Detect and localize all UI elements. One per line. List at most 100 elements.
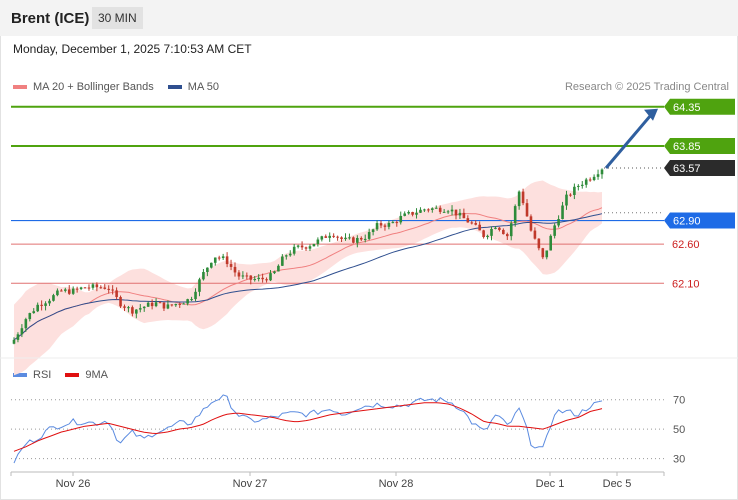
candle-body bbox=[470, 222, 474, 224]
candle-body bbox=[411, 211, 414, 215]
candle-body bbox=[423, 209, 426, 211]
candle-body bbox=[588, 179, 592, 181]
target-arrow bbox=[604, 112, 654, 169]
instrument-title: Brent (ICE) bbox=[11, 10, 90, 27]
bollinger-band bbox=[14, 180, 602, 376]
rsi-legend-label: RSI bbox=[33, 369, 52, 381]
rsi-tick-50: 50 bbox=[673, 424, 685, 436]
candle-body bbox=[182, 303, 185, 305]
candle-body bbox=[383, 225, 387, 227]
candle-body bbox=[304, 247, 308, 249]
candle-body bbox=[352, 237, 355, 243]
candle-body bbox=[348, 237, 351, 239]
candle-body bbox=[221, 256, 225, 258]
candle-body bbox=[344, 237, 347, 240]
candle-body bbox=[119, 297, 122, 307]
candle-body bbox=[498, 227, 501, 230]
candle-body bbox=[269, 273, 272, 281]
ma20-swatch bbox=[13, 85, 27, 89]
candle-body bbox=[434, 207, 438, 209]
candle-body bbox=[142, 306, 146, 309]
candle-body bbox=[71, 288, 75, 294]
rsi-ma-legend-label: 9MA bbox=[85, 369, 108, 381]
rsi-swatch bbox=[13, 373, 27, 377]
candle-body bbox=[277, 265, 280, 272]
candle-body bbox=[419, 209, 422, 213]
candle-body bbox=[190, 299, 193, 301]
candle-body bbox=[312, 243, 316, 247]
candle-body bbox=[316, 239, 320, 244]
ma20-line bbox=[13, 207, 603, 341]
candle-body bbox=[107, 288, 111, 290]
candle-body bbox=[596, 174, 600, 177]
candle-body bbox=[198, 279, 201, 292]
ma50-swatch bbox=[167, 85, 182, 89]
candle-body bbox=[206, 267, 209, 272]
candle-body bbox=[154, 302, 158, 307]
candle-body bbox=[249, 275, 253, 280]
candle-body bbox=[178, 303, 182, 305]
level-tag-63.57 bbox=[664, 159, 735, 176]
candle-body bbox=[557, 219, 560, 226]
candle-body bbox=[324, 236, 328, 238]
candle-body bbox=[162, 302, 166, 309]
candle-body bbox=[592, 176, 596, 181]
candle-body bbox=[83, 287, 87, 289]
candle-body bbox=[138, 308, 142, 310]
candle-body bbox=[213, 257, 217, 263]
candle-body bbox=[399, 215, 403, 223]
candle-body bbox=[391, 222, 395, 224]
candle-body bbox=[320, 236, 324, 240]
level-label-63.57: 63.57 bbox=[673, 163, 701, 175]
candle-body bbox=[474, 223, 478, 225]
level-label-64.35: 64.35 bbox=[673, 102, 701, 114]
candle-body bbox=[202, 271, 205, 280]
candle-body bbox=[340, 237, 343, 240]
candle-body bbox=[241, 275, 245, 277]
candle-body bbox=[577, 185, 580, 187]
x-tick-label: Dec 5 bbox=[603, 478, 632, 490]
candle-body bbox=[174, 303, 178, 306]
candle-body bbox=[545, 250, 549, 258]
candle-body bbox=[427, 209, 430, 211]
target-arrow-head bbox=[644, 108, 658, 121]
candle-body bbox=[67, 289, 71, 294]
candle-body bbox=[478, 224, 481, 231]
candle-body bbox=[99, 287, 103, 289]
price-legend: MA 20 + Bollinger Bands MA 50 bbox=[13, 81, 219, 93]
candle-body bbox=[573, 186, 576, 195]
candle-body bbox=[525, 203, 529, 217]
candle-body bbox=[553, 225, 556, 236]
level-label-63.85: 63.85 bbox=[673, 141, 701, 153]
datetime-stamp: Monday, December 1, 2025 7:10:53 AM CET bbox=[13, 42, 252, 56]
candle-body bbox=[494, 227, 497, 229]
candle-body bbox=[537, 238, 541, 249]
x-tick-label: Nov 28 bbox=[379, 478, 414, 490]
candle-body bbox=[438, 207, 442, 212]
level-tag-62.90 bbox=[664, 212, 735, 229]
candle-body bbox=[431, 208, 434, 210]
candle-body bbox=[265, 279, 268, 281]
candle-body bbox=[403, 213, 406, 216]
candle-body bbox=[217, 257, 221, 259]
candle-body bbox=[123, 306, 126, 308]
level-label-62.10: 62.10 bbox=[672, 278, 700, 290]
candle-body bbox=[458, 212, 462, 216]
timeframe-badge[interactable]: 30 MIN bbox=[92, 7, 143, 29]
candle-body bbox=[20, 328, 24, 335]
level-tag-64.35 bbox=[664, 98, 735, 115]
candle-body bbox=[253, 279, 257, 281]
candle-body bbox=[533, 230, 537, 239]
candle-body bbox=[245, 275, 249, 277]
candle-body bbox=[375, 223, 379, 230]
candle-body bbox=[359, 237, 363, 240]
rsi-ma-line bbox=[13, 402, 603, 452]
candle-body bbox=[150, 302, 154, 307]
rsi-legend: RSI 9MA bbox=[13, 369, 108, 381]
candle-body bbox=[466, 218, 470, 223]
candle-body bbox=[95, 284, 99, 288]
candle-body bbox=[505, 234, 509, 237]
candle-body bbox=[584, 179, 588, 185]
chart-header: Brent (ICE) 30 MIN bbox=[0, 0, 738, 36]
candle-body bbox=[158, 302, 162, 304]
